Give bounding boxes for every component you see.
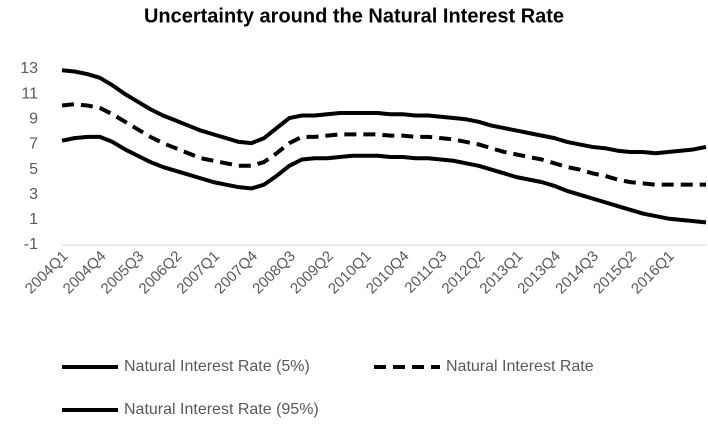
y-tick-label: 3 [29,186,38,203]
y-tick-label: 1 [29,211,38,228]
legend-label: Natural Interest Rate (5%) [124,358,310,375]
y-tick-label: 11 [21,85,38,102]
legend-label: Natural Interest Rate (95%) [124,401,319,418]
x-tick-label: 2010Q4 [363,248,413,298]
chart-title: Uncertainty around the Natural Interest … [144,5,564,27]
x-tick-label: 2016Q1 [628,248,678,298]
y-tick-label: -1 [24,236,38,253]
series-line [61,102,706,187]
legend-label: Natural Interest Rate [446,358,594,375]
y-tick-label: 5 [29,161,38,178]
y-tick-label: 13 [20,60,38,77]
series-line [61,134,707,225]
y-tick-label: 7 [29,136,38,153]
y-tick-label: 9 [29,111,38,128]
series-line [61,68,707,156]
